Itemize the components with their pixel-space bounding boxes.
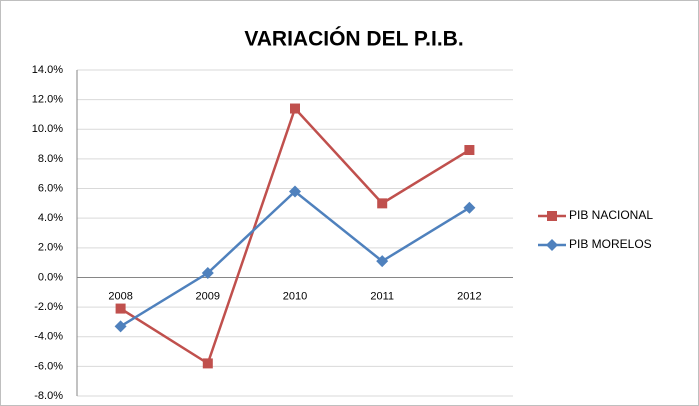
y-tick-label: 2.0% — [38, 242, 63, 254]
data-point — [289, 185, 301, 198]
y-tick-label: 12.0% — [32, 94, 63, 106]
data-point — [115, 303, 126, 314]
data-point — [290, 103, 300, 114]
y-tick-label: 6.0% — [38, 182, 63, 194]
x-tick-label: 2012 — [457, 290, 481, 302]
chart-title: VARIACIÓN DEL P.I.B. — [244, 27, 463, 51]
x-tick-label: 2008 — [108, 290, 132, 302]
data-point — [377, 198, 388, 209]
data-point — [114, 320, 127, 333]
data-point — [464, 145, 475, 156]
y-tick-label: -4.0% — [34, 331, 63, 343]
x-tick-label: 2010 — [283, 290, 307, 302]
y-tick-label: 0.0% — [38, 271, 63, 283]
data-point — [202, 358, 213, 369]
y-tick-label: -6.0% — [34, 360, 63, 372]
y-tick-label: -2.0% — [34, 301, 63, 313]
y-tick-label: 4.0% — [38, 212, 63, 224]
legend-label: PIB MORELOS — [569, 237, 652, 251]
legend-marker — [546, 239, 558, 251]
y-tick-label: -8.0% — [34, 390, 63, 402]
x-tick-label: 2011 — [370, 290, 394, 302]
legend-label: PIB NACIONAL — [569, 208, 653, 222]
x-tick-label: 2009 — [196, 290, 220, 302]
y-tick-label: 14.0% — [32, 64, 63, 76]
data-point — [201, 267, 214, 280]
y-tick-label: 10.0% — [32, 123, 63, 135]
legend-marker — [547, 211, 557, 221]
data-point — [463, 201, 476, 214]
y-tick-label: 8.0% — [38, 153, 63, 165]
data-point — [376, 255, 389, 268]
